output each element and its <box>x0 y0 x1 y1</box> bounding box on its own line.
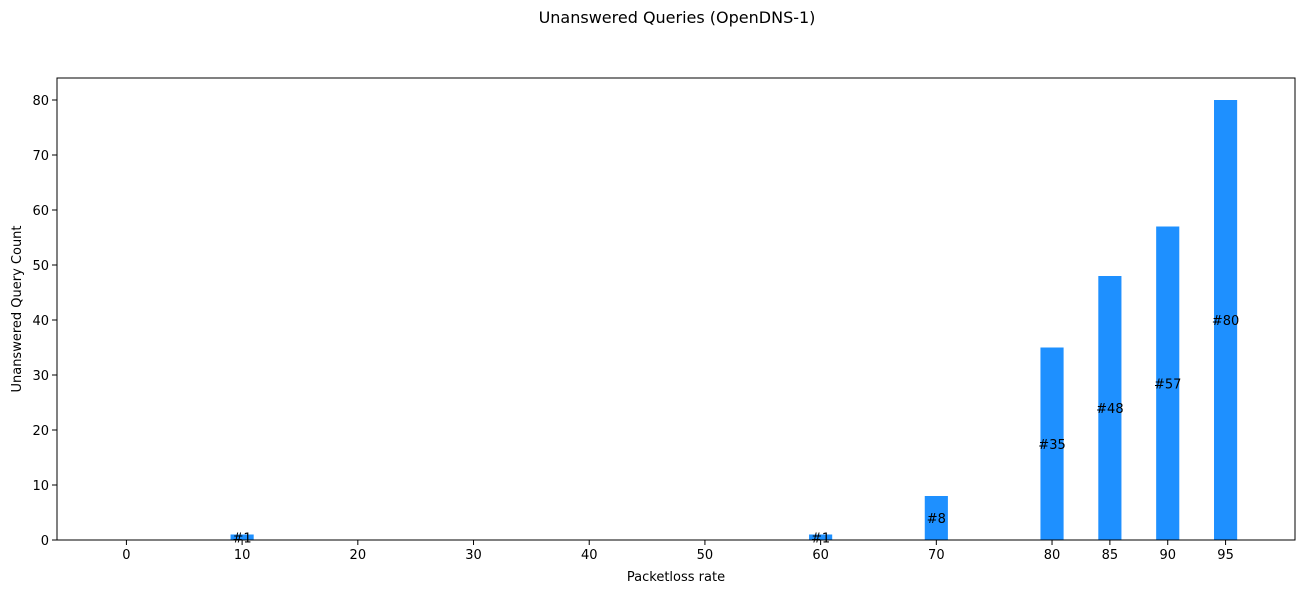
bar-label-85: #48 <box>1096 402 1123 417</box>
y-tick-label: 70 <box>32 149 49 164</box>
bar-95 <box>1214 100 1238 540</box>
x-tick-label: 0 <box>122 548 130 563</box>
y-tick-label: 30 <box>32 369 49 384</box>
bar-80 <box>1040 347 1064 540</box>
bar-60 <box>809 534 833 540</box>
y-tick-label: 60 <box>32 204 49 219</box>
y-axis-label: Unanswered Query Count <box>10 225 25 392</box>
y-tick-label: 40 <box>32 314 49 329</box>
bar-90 <box>1156 226 1180 540</box>
chart-title: Unanswered Queries (OpenDNS-1) <box>539 8 816 27</box>
x-tick-label: 10 <box>234 548 251 563</box>
bar-label-10: #1 <box>233 531 252 546</box>
bar-70 <box>924 496 948 540</box>
bar-label-80: #35 <box>1038 438 1065 453</box>
x-axis-label: Packetloss rate <box>627 570 725 585</box>
bar-label-60: #1 <box>811 531 830 546</box>
bar-85 <box>1098 276 1122 540</box>
plot-frame <box>56 77 1296 541</box>
x-tick-label: 30 <box>465 548 482 563</box>
y-axis: 0 10 20 30 40 50 60 70 80 <box>32 94 57 549</box>
bar-label-90: #57 <box>1154 377 1181 392</box>
x-axis: 0 10 20 30 40 50 60 70 80 85 90 95 <box>122 540 1234 563</box>
y-tick-label: 50 <box>32 259 49 274</box>
y-tick-label: 20 <box>32 424 49 439</box>
y-tick-label: 0 <box>41 534 49 549</box>
x-tick-label: 85 <box>1102 548 1119 563</box>
x-tick-label: 95 <box>1217 548 1234 563</box>
y-tick-label: 10 <box>32 479 49 494</box>
x-tick-label: 20 <box>350 548 367 563</box>
bar-label-70: #8 <box>927 512 946 527</box>
bar-labels-layer: #1 #1 #8 #35 #48 #57 #80 <box>233 314 1240 546</box>
x-tick-label: 90 <box>1159 548 1176 563</box>
x-tick-label: 40 <box>581 548 598 563</box>
bar-label-95: #80 <box>1212 314 1239 329</box>
x-tick-label: 60 <box>812 548 829 563</box>
x-tick-label: 50 <box>697 548 714 563</box>
bars-layer <box>230 100 1238 540</box>
x-tick-label: 70 <box>928 548 945 563</box>
y-tick-label: 80 <box>32 94 49 109</box>
bar-10 <box>230 534 254 540</box>
x-tick-label: 80 <box>1044 548 1061 563</box>
